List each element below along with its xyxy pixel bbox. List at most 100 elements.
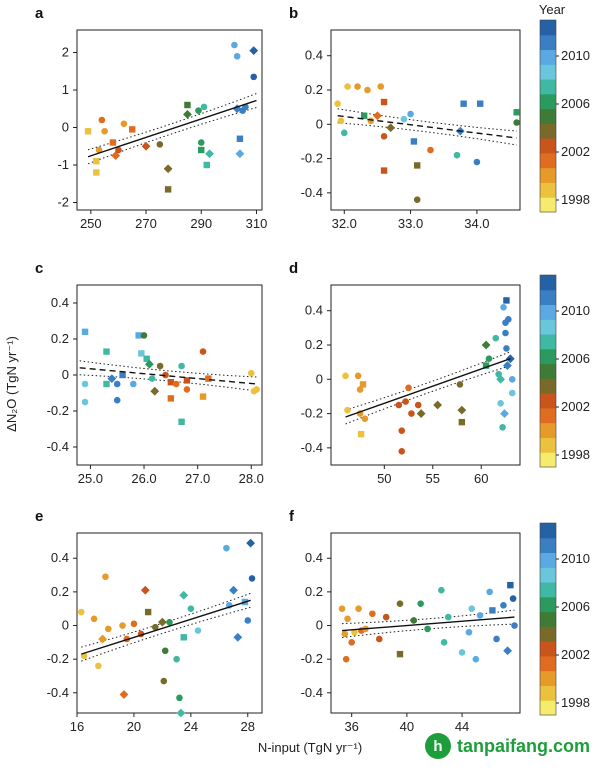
data-point-circle (81, 380, 89, 388)
colorbar-swatch (540, 596, 556, 613)
data-point-circle (410, 617, 418, 624)
colorbar-frame (539, 522, 557, 716)
data-point-circle (344, 406, 351, 414)
data-point-square (183, 377, 191, 384)
data-point-circle (472, 655, 480, 663)
data-point-circle (101, 127, 108, 135)
data-point-circle (465, 628, 473, 636)
colorbar-tick-label: 2010 (561, 551, 590, 566)
data-point-circle (505, 315, 512, 323)
data-point-diamond (233, 632, 243, 642)
colorbar-swatch (540, 611, 556, 627)
fit-line (87, 99, 257, 158)
data-point-diamond (179, 590, 189, 600)
data-point-circle (90, 615, 98, 623)
data-point-circle (476, 612, 484, 619)
data-point-diamond (144, 359, 154, 369)
data-point-circle (197, 139, 205, 146)
data-point-square (360, 112, 368, 119)
data-point-diamond (107, 374, 117, 383)
panel-c: c 25.0 26.0 27.0 28.0 -0.4 -0.2 0 0.2 0.4 (35, 260, 264, 486)
y-tick-label: -0.4 (301, 440, 323, 455)
colorbar-2: 1998 2002 2006 2010 (539, 274, 590, 468)
plot-frame (330, 532, 521, 714)
data-point-square (93, 158, 100, 165)
data-point-circle (355, 605, 362, 613)
colorbar-swatch (540, 393, 556, 409)
colorbar-swatch (540, 64, 556, 80)
x-tick-label: 34.0 (464, 216, 489, 231)
data-point-circle (341, 630, 349, 638)
plot-frame (330, 29, 521, 211)
panels-layer: a 250 270 290 310 -2 -1 0 1 2 b 32.0 33.0 34.0 -0.4 -0.… (35, 5, 521, 734)
data-point-circle (342, 655, 350, 663)
y-tick-label: -0.2 (47, 651, 69, 666)
watermark-logo-icon: h (424, 733, 451, 759)
x-tick-label: 40 (400, 719, 414, 734)
data-point-circle (375, 635, 383, 643)
y-tick-label: 0.2 (51, 331, 69, 346)
data-point-circle (511, 622, 518, 629)
colorbar-title: Year (539, 2, 566, 17)
data-point-square (199, 393, 207, 400)
data-point-circle (253, 386, 260, 393)
data-point-diamond (119, 690, 129, 699)
data-point-diamond (386, 123, 396, 133)
y-tick-label: 0.2 (305, 337, 323, 352)
data-point-circle (444, 613, 452, 621)
y-tick-label: 1 (62, 82, 69, 97)
colorbar-swatch (540, 123, 556, 139)
data-point-diamond (503, 646, 512, 656)
colorbar-tick-label: 2010 (561, 303, 590, 318)
y-tick-label: 0.2 (305, 584, 323, 599)
data-point-diamond (457, 405, 467, 415)
y-tick-label: -0.2 (301, 406, 323, 421)
colorbar-swatch (540, 422, 556, 438)
data-point-circle (500, 602, 507, 609)
colorbar-swatch (540, 167, 556, 183)
colorbar-tick-label: 2002 (561, 647, 590, 662)
x-axis-title: N-input (TgN yr⁻¹) (258, 740, 362, 755)
data-point-square (359, 381, 367, 388)
colorbar-swatch (540, 437, 556, 453)
y-tick-label: -0.2 (301, 651, 323, 666)
panel-a: a 250 270 290 310 -2 -1 0 1 2 (35, 5, 267, 231)
colorbar-swatch (540, 378, 556, 394)
data-point-circle (194, 627, 202, 634)
data-point-circle (130, 380, 137, 388)
data-point-circle (120, 120, 128, 128)
ci-upper-line (337, 108, 517, 132)
data-point-circle (427, 146, 434, 154)
data-point-circle (187, 605, 195, 613)
data-point-circle (396, 600, 404, 607)
data-point-circle (377, 83, 385, 90)
colorbar-swatch (540, 685, 556, 701)
data-point-diamond (229, 585, 238, 595)
data-point-diamond (176, 708, 186, 718)
watermark-text: tanpaifang.com (456, 735, 590, 756)
x-tick-label: 24 (184, 719, 198, 734)
x-tick-label: 290 (190, 216, 212, 231)
data-point-diamond (150, 386, 160, 396)
data-point-circle (414, 401, 422, 409)
data-point-circle (344, 615, 351, 623)
data-point-circle (508, 389, 516, 397)
data-point-square (503, 297, 510, 304)
data-point-circle (497, 399, 504, 407)
data-point-circle (102, 573, 109, 581)
colorbar-swatch (540, 407, 556, 424)
x-tick-label: 33.0 (398, 216, 423, 231)
y-tick-label: -0.4 (47, 439, 69, 454)
plot-frame (330, 284, 521, 466)
data-point-circle (438, 586, 445, 594)
data-point-circle (337, 117, 345, 125)
data-point-square (138, 350, 145, 357)
data-point-square (103, 348, 110, 355)
x-tick-label: 25.0 (78, 471, 103, 486)
panel-e: e 16 20 24 28 -0.4 -0.2 0 0.2 0.4 (35, 508, 263, 734)
data-point-circle (513, 119, 520, 126)
data-point-circle (485, 355, 493, 363)
colorbar-tick-label: 2006 (561, 351, 590, 366)
x-tick-label: 32.0 (332, 216, 357, 231)
